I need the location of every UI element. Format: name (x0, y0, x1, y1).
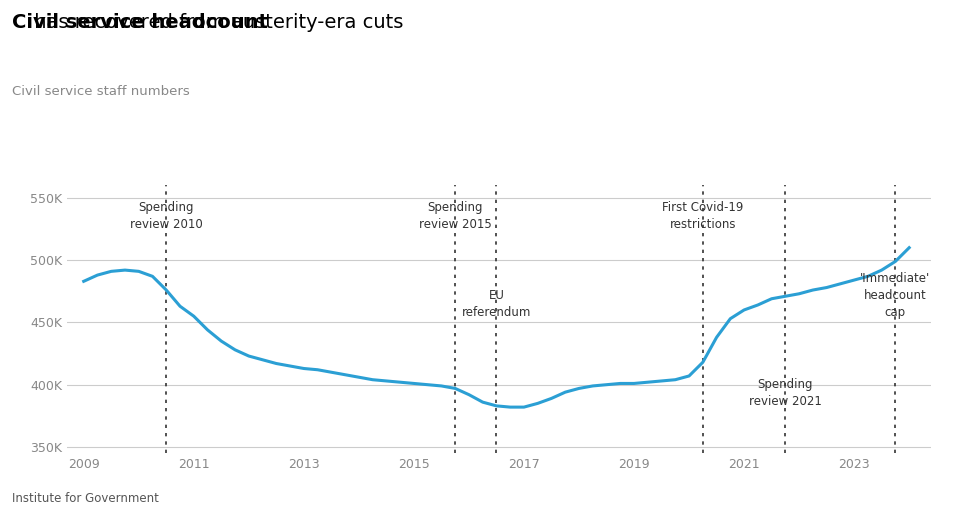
Text: Spending
review 2015: Spending review 2015 (419, 201, 492, 231)
Text: First Covid-19
restrictions: First Covid-19 restrictions (662, 201, 743, 231)
Text: Spending
review 2010: Spending review 2010 (130, 201, 203, 231)
Text: Spending
review 2021: Spending review 2021 (749, 377, 822, 408)
Text: Civil service headcount: Civil service headcount (12, 13, 268, 32)
Text: 'Immediate'
headcount
cap: 'Immediate' headcount cap (860, 272, 930, 319)
Text: Civil service staff numbers: Civil service staff numbers (12, 85, 189, 98)
Text: EU
referendum: EU referendum (462, 289, 531, 319)
Text: has recovered from austerity-era cuts: has recovered from austerity-era cuts (28, 13, 403, 32)
Text: Institute for Government: Institute for Government (12, 492, 158, 505)
